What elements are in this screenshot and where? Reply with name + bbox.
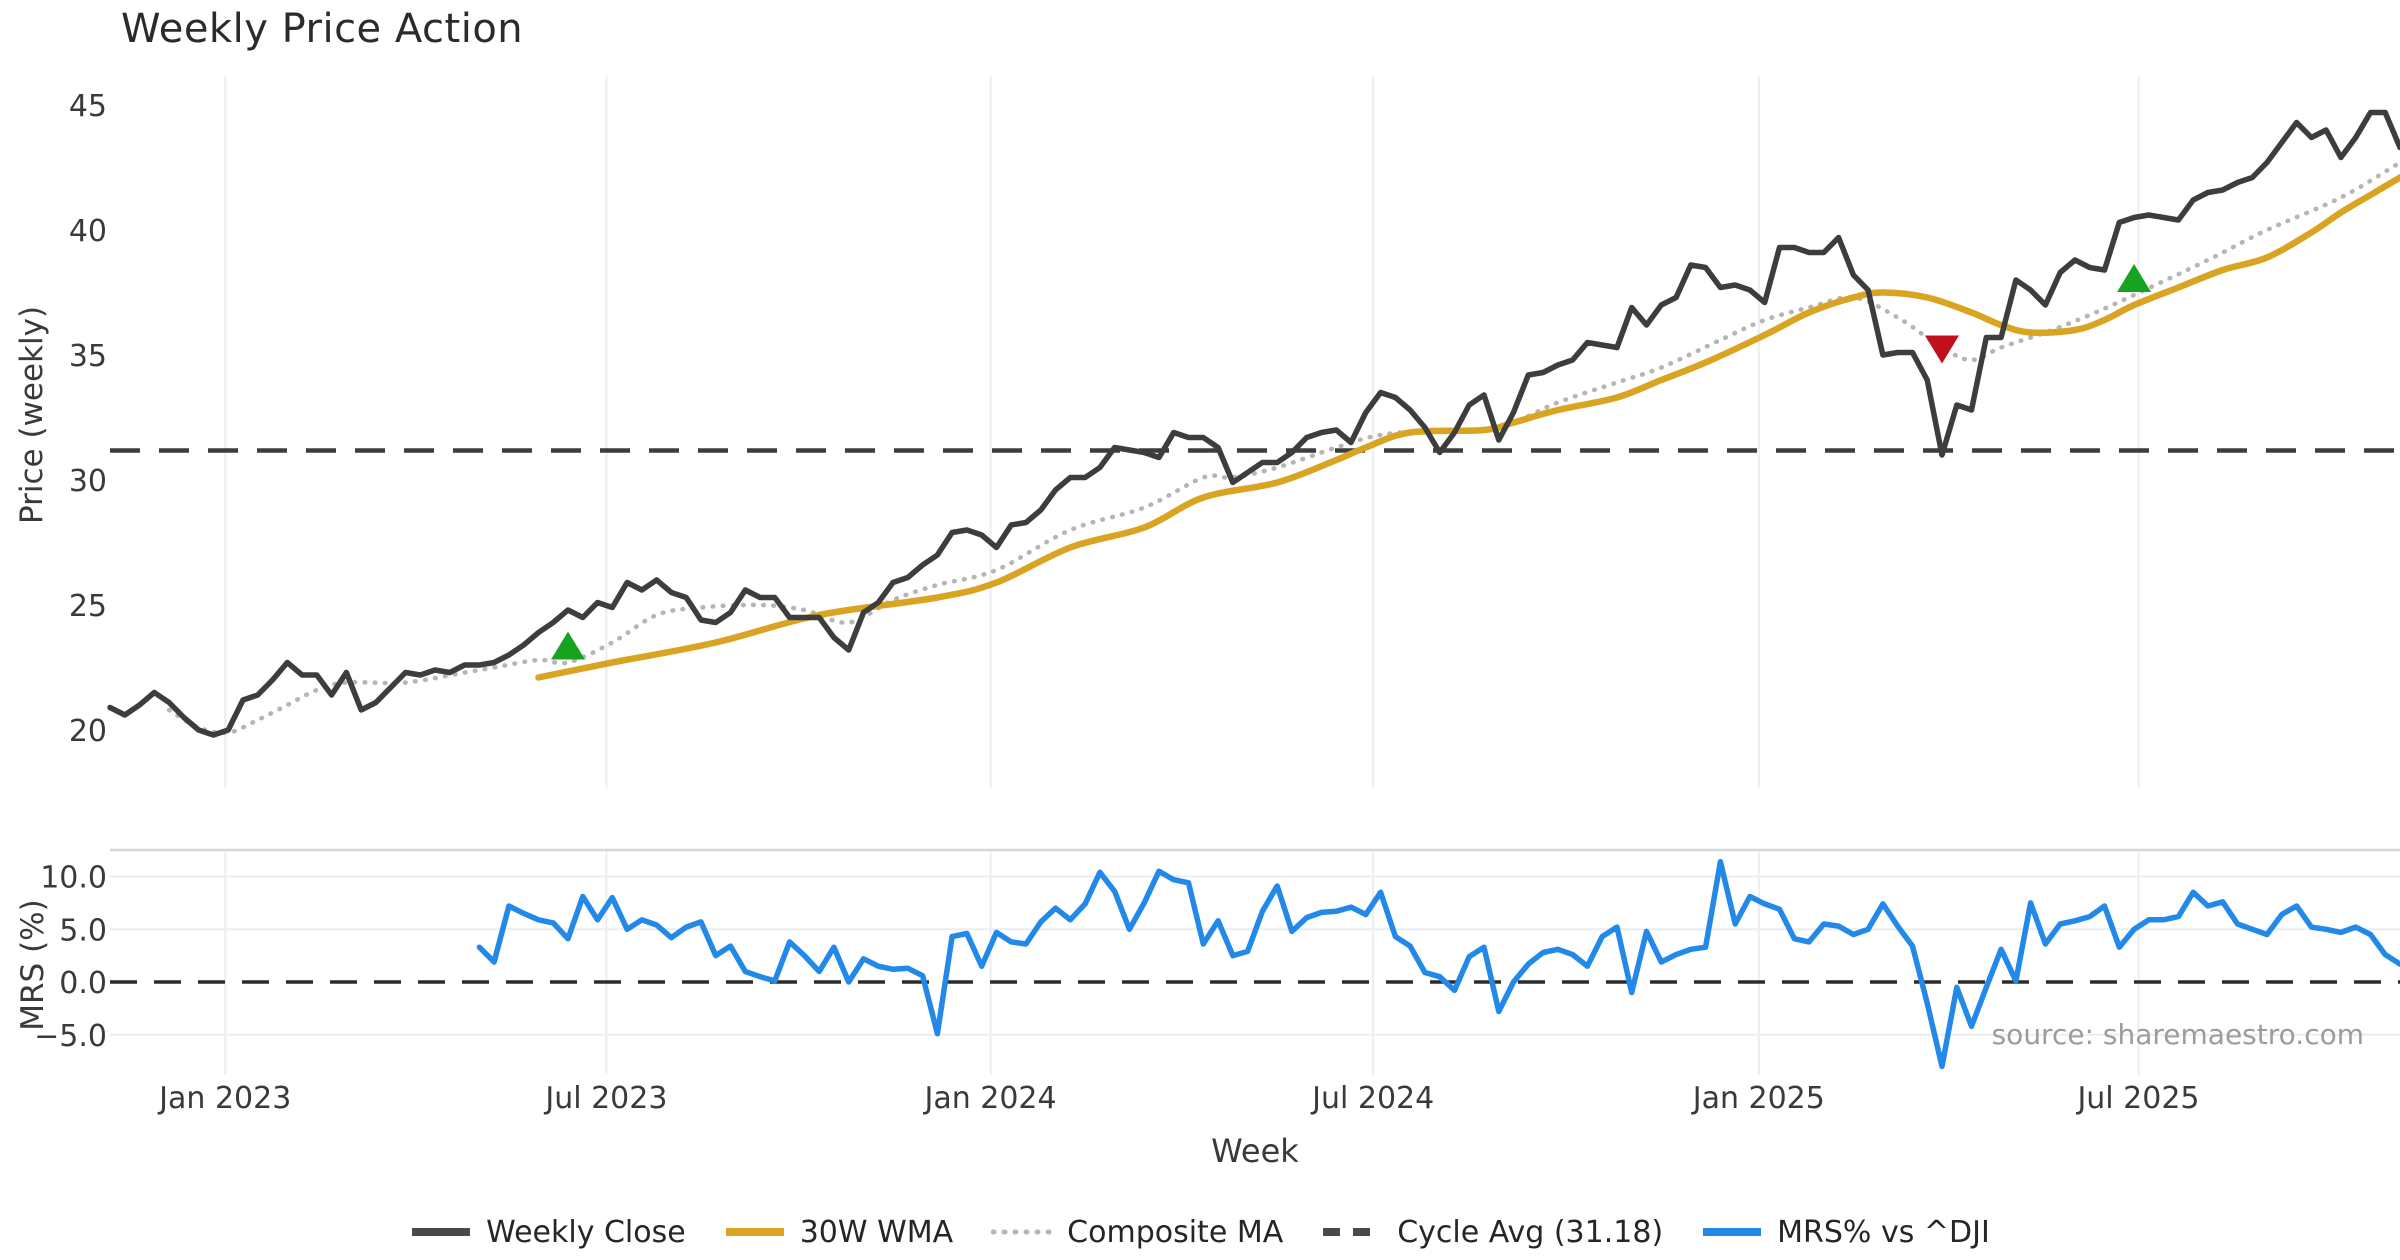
x-tick-label: Jan 2025 [1691, 1081, 1825, 1116]
price-ytick-label: 40 [69, 214, 107, 249]
x-tick-label: Jul 2023 [543, 1081, 667, 1116]
price-axis-label: Price (weekly) [14, 305, 50, 524]
source-note: source: sharemaestro.com [1991, 1018, 2364, 1051]
x-tick-label: Jan 2023 [157, 1081, 291, 1116]
cycle-avg-legend-line-icon [1323, 1228, 1382, 1236]
price-ytick-label: 45 [69, 89, 107, 124]
legend-item-wma-30w: 30W WMA [724, 1215, 953, 1250]
price-ytick-label: 35 [69, 339, 107, 374]
legend-item-weekly-close: Weekly Close [410, 1215, 686, 1250]
x-tick-label: Jan 2024 [922, 1081, 1056, 1116]
buy-signal-marker [551, 631, 585, 660]
mrs-axis-label: MRS (%) [15, 899, 51, 1031]
mrs-ytick-label: 0.0 [59, 966, 107, 1001]
legend-item-cycle-avg: Cycle Avg (31.18) [1321, 1215, 1663, 1250]
price-ytick-label: 20 [69, 714, 107, 749]
mrs-ytick-label: 5.0 [59, 913, 107, 948]
mrs-ytick-label: 10.0 [40, 861, 107, 896]
mrs-ytick-label: −5.0 [34, 1019, 107, 1054]
chart-title: Weekly Price Action [121, 6, 524, 52]
x-tick-label: Jul 2025 [2075, 1081, 2199, 1116]
price-ytick-label: 30 [69, 464, 107, 499]
legend-item-mrs-vs-dji: MRS% vs ^DJI [1701, 1215, 1990, 1250]
composite-ma-legend-line-icon [991, 1229, 1054, 1235]
wma-30w-legend-line-icon [725, 1228, 784, 1236]
week-axis-label: Week [1211, 1132, 1299, 1170]
price-ytick-label: 25 [69, 589, 107, 624]
legend-label: MRS% vs ^DJI [1777, 1214, 1990, 1250]
legend: Weekly Close 30W WMA Composite MA Cycle Avg… [0, 1206, 2400, 1258]
x-tick-label: Jul 2024 [1310, 1081, 1434, 1116]
legend-label: 30W WMA [799, 1214, 954, 1250]
legend-item-composite-ma: Composite MA [991, 1215, 1283, 1250]
legend-label: Weekly Close [486, 1214, 686, 1250]
legend-label: Cycle Avg (31.18) [1397, 1214, 1664, 1250]
weekly-close-legend-line-icon [412, 1228, 471, 1236]
buy-signal-marker [2117, 264, 2152, 292]
legend-label: Composite MA [1067, 1214, 1284, 1250]
sell-signal-marker [1925, 335, 1959, 364]
mrs-vs-dji-legend-line-icon [1703, 1228, 1762, 1236]
